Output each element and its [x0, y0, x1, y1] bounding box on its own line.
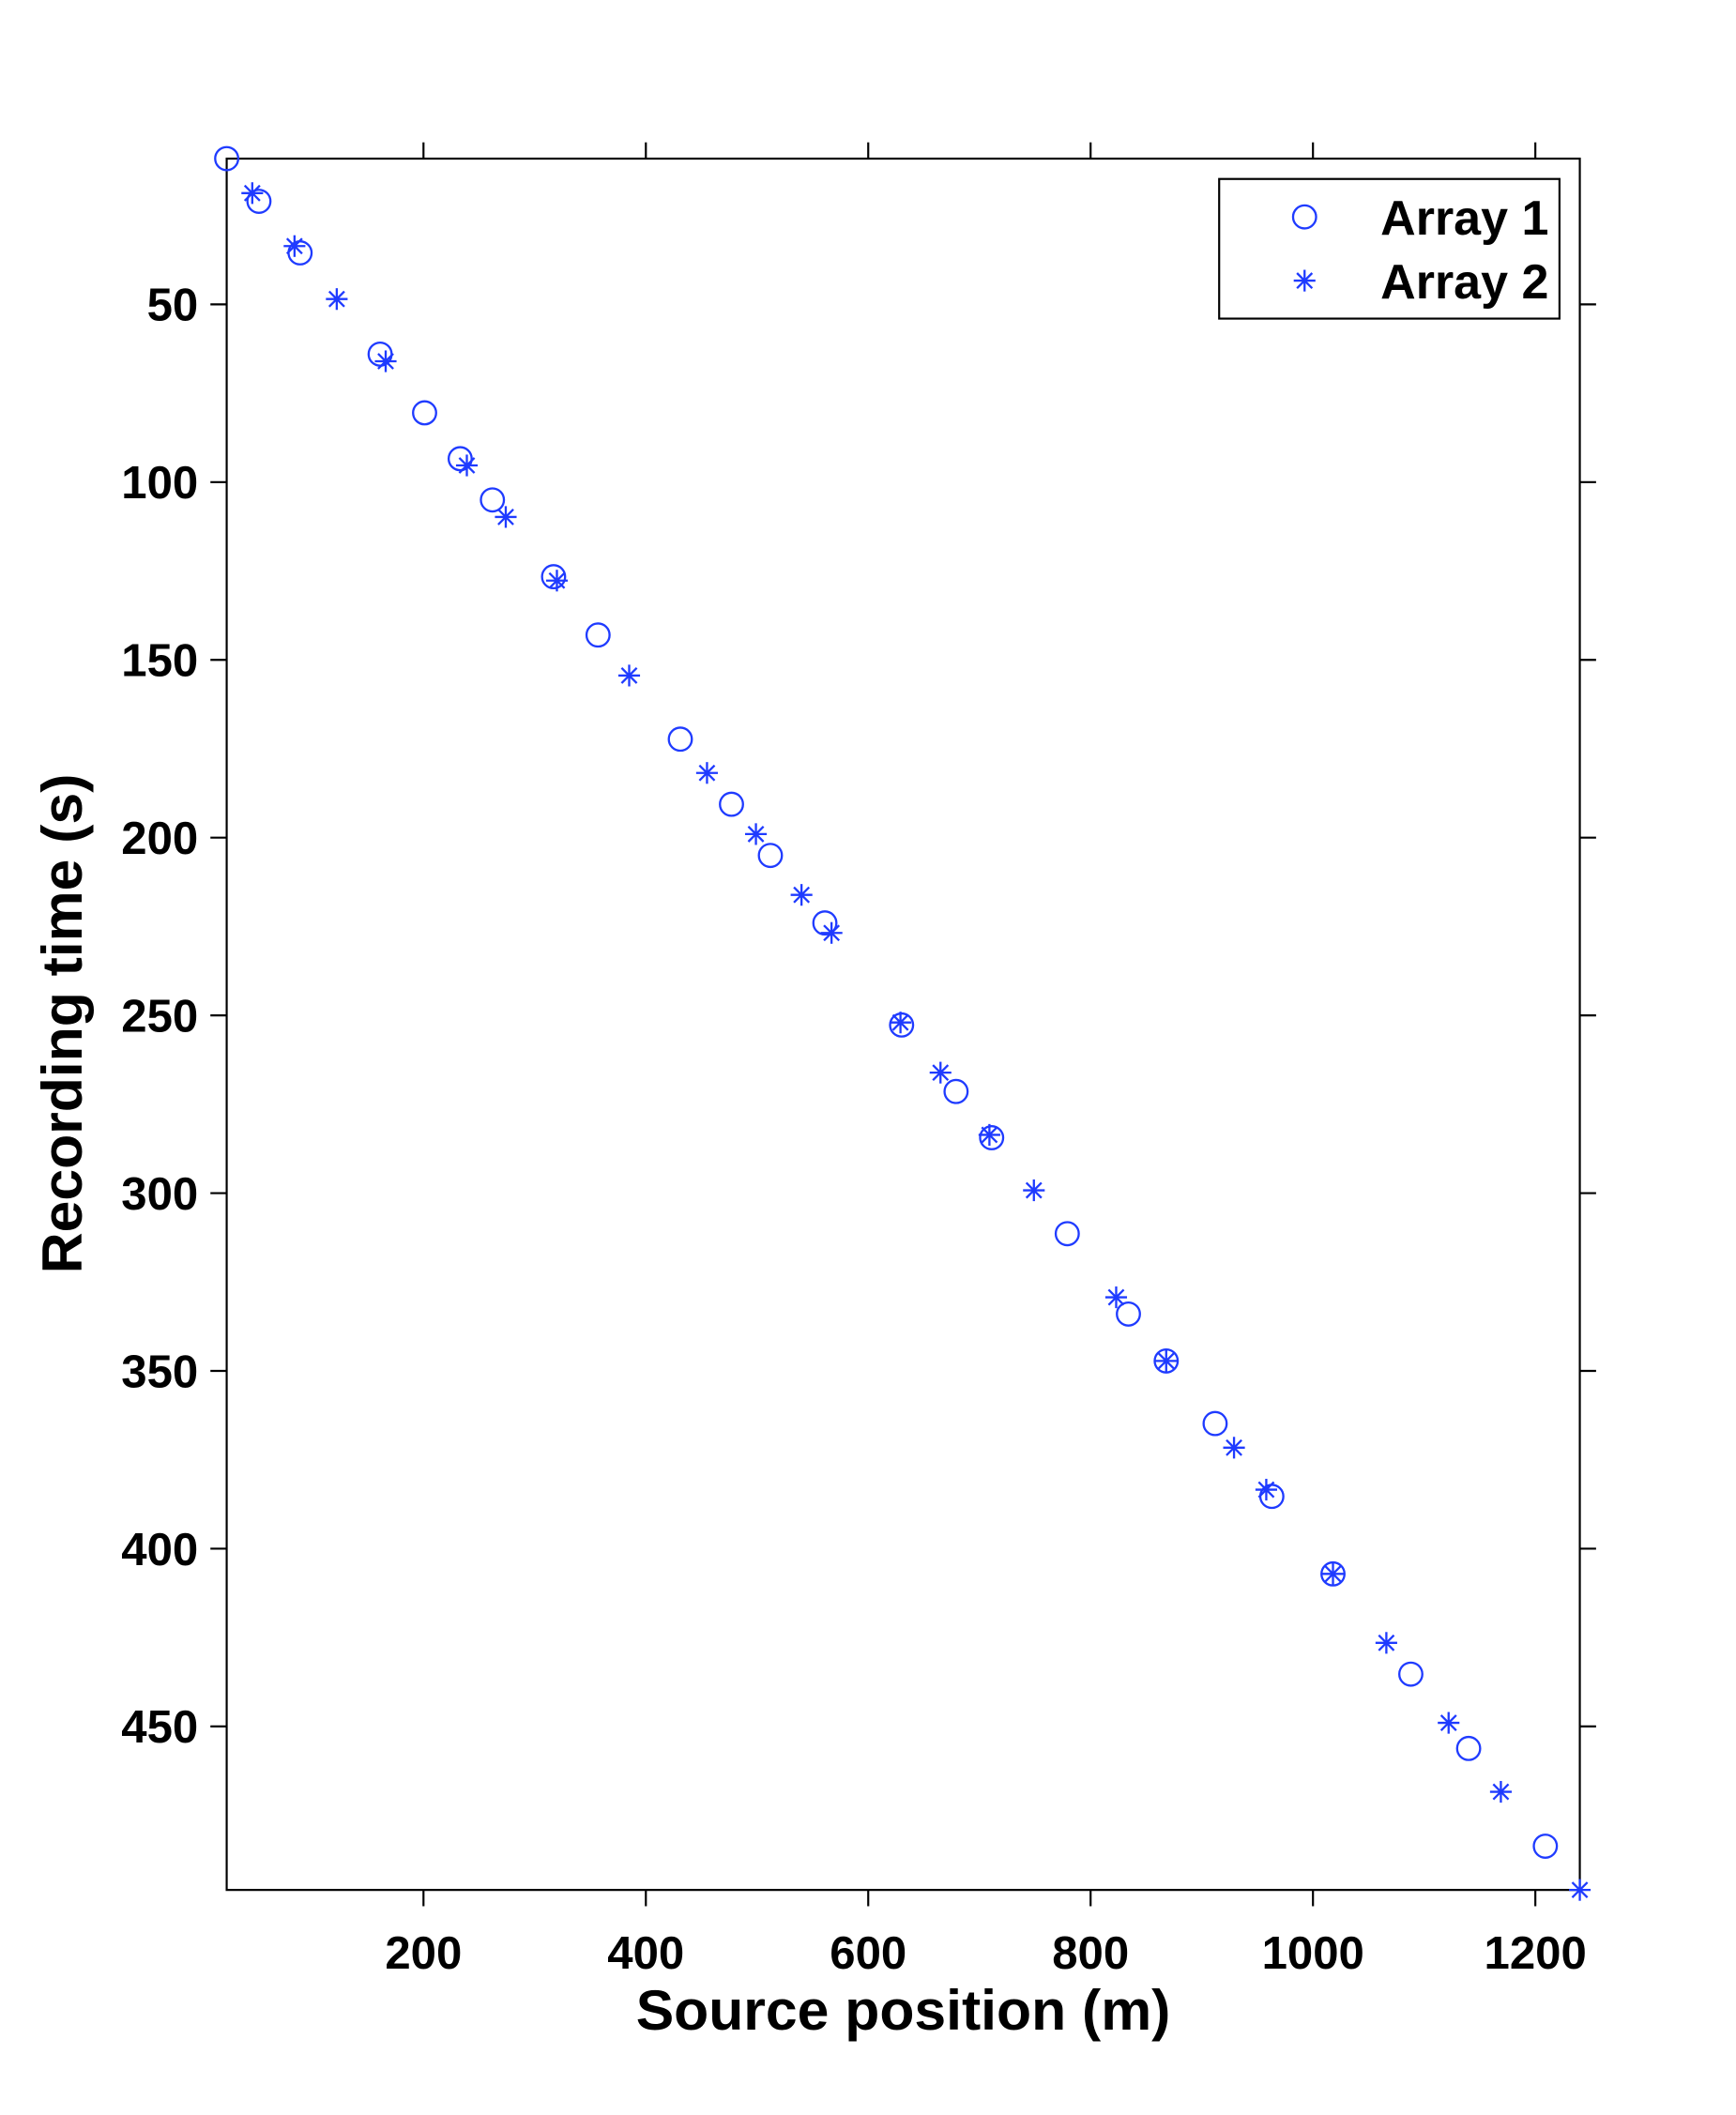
x-tick-label: 800: [1052, 1928, 1129, 1979]
data-point-array-2: [790, 884, 813, 906]
data-point-array-1: [1398, 1661, 1424, 1687]
data-point-array-1: [585, 622, 611, 648]
data-point-array-1: [1532, 1834, 1559, 1859]
data-point-array-1: [246, 189, 272, 214]
y-tick-label: 400: [121, 1525, 198, 1575]
data-point-array-2: [495, 506, 517, 528]
data-point-array-2: [1223, 1437, 1245, 1459]
data-point-array-1: [412, 400, 437, 426]
legend: Array 1 Array 2: [1218, 177, 1561, 320]
data-point-array-2: [745, 823, 768, 845]
x-tick-label: 200: [385, 1928, 462, 1979]
data-point-array-2: [374, 350, 397, 373]
data-point-array-2: [929, 1061, 952, 1084]
data-point-array-2: [455, 454, 479, 477]
plot-frame: [225, 157, 1581, 1892]
data-point-array-1: [1116, 1301, 1141, 1327]
data-point-array-2: [283, 235, 306, 257]
data-point-array-2: [1321, 1562, 1345, 1585]
data-point-array-1: [1320, 1560, 1346, 1587]
data-point-array-2: [890, 1012, 912, 1034]
data-point-array-1: [480, 487, 506, 513]
data-point-array-1: [1054, 1221, 1080, 1247]
data-point-array-1: [889, 1012, 915, 1038]
data-point-array-2: [1104, 1286, 1128, 1309]
data-point-array-1: [1202, 1410, 1228, 1437]
y-axis-label: Recording time (s): [30, 774, 94, 1274]
data-point-array-2: [1155, 1349, 1178, 1372]
x-axis-label: Source position (m): [636, 1978, 1171, 2042]
y-tick-label: 450: [121, 1702, 198, 1753]
data-point-array-2: [1438, 1712, 1460, 1734]
legend-marker-asterisk: [1293, 269, 1316, 292]
data-point-array-2: [1489, 1781, 1512, 1803]
data-point-array-2: [1255, 1478, 1277, 1501]
data-point-array-2: [695, 762, 718, 784]
x-tick-label: 600: [830, 1928, 906, 1979]
y-tick-label: 200: [121, 814, 198, 864]
legend-label-array-1: Array 1: [1380, 191, 1548, 246]
y-tick-label: 300: [121, 1169, 198, 1220]
x-tick-label: 400: [607, 1928, 684, 1979]
data-point-array-2: [1023, 1179, 1045, 1202]
data-point-array-2: [978, 1123, 1000, 1146]
data-point-array-2: [241, 182, 264, 205]
x-tick-label: 1000: [1262, 1928, 1364, 1979]
y-tick-label: 50: [147, 281, 199, 331]
y-tick-label: 100: [121, 458, 198, 509]
data-point-array-1: [979, 1125, 1005, 1150]
x-tick-label: 1200: [1485, 1928, 1587, 1979]
data-point-array-1: [719, 791, 744, 817]
data-point-array-1: [214, 145, 240, 172]
data-point-array-1: [447, 446, 473, 472]
data-point-array-1: [541, 564, 567, 590]
data-point-array-1: [757, 843, 784, 869]
y-tick-label: 250: [121, 991, 198, 1042]
data-point-array-2: [1568, 1879, 1591, 1901]
data-point-array-1: [1455, 1735, 1482, 1761]
legend-marker-circle: [1291, 204, 1317, 230]
data-point-array-2: [617, 664, 641, 687]
data-point-array-1: [943, 1078, 969, 1104]
data-point-array-2: [545, 570, 569, 592]
legend-label-array-2: Array 2: [1380, 255, 1548, 310]
y-tick-label: 350: [121, 1347, 198, 1397]
legend-box: [1218, 177, 1561, 320]
data-point-array-1: [667, 726, 693, 753]
data-point-array-2: [820, 921, 843, 944]
data-point-array-1: [1153, 1347, 1180, 1374]
y-tick-label: 150: [121, 636, 198, 687]
data-point-array-2: [326, 288, 348, 311]
data-point-array-2: [1375, 1632, 1397, 1654]
data-point-array-1: [812, 910, 838, 936]
